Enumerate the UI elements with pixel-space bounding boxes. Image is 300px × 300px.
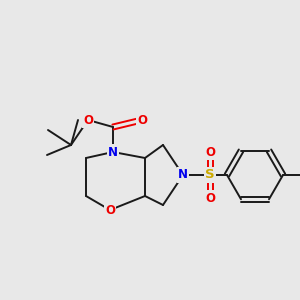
Text: N: N — [108, 146, 118, 158]
Text: O: O — [83, 113, 93, 127]
Text: O: O — [137, 113, 147, 127]
Text: O: O — [205, 146, 215, 158]
Text: S: S — [205, 169, 215, 182]
Text: O: O — [105, 203, 115, 217]
Text: N: N — [178, 169, 188, 182]
Text: O: O — [205, 191, 215, 205]
